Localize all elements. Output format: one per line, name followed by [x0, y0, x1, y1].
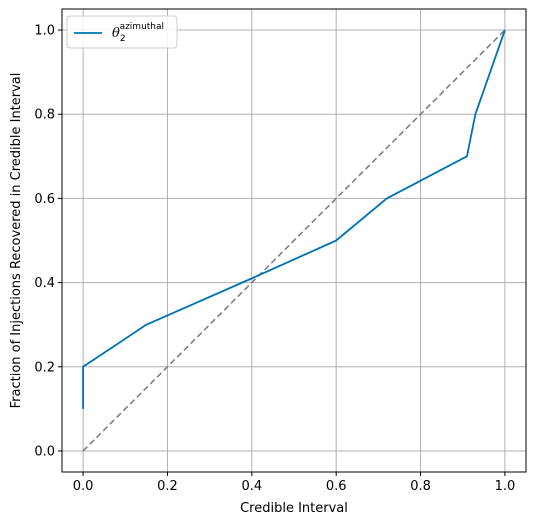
series-lines [82, 29, 506, 452]
legend-box [66, 15, 178, 49]
legend: θ2 azimuthal [66, 15, 178, 49]
legend-subscript: 2 [120, 34, 126, 44]
x-axis-label: Credible Interval [240, 501, 348, 516]
y-tick-label: 0.0 [34, 444, 55, 459]
y-tick-label: 0.8 [34, 108, 55, 123]
x-tick-label: 0.4 [241, 479, 262, 494]
legend-superscript: azimuthal [120, 22, 164, 32]
x-tick-label: 0.0 [73, 479, 94, 494]
x-tick-label: 1.0 [495, 479, 516, 494]
y-axis-label: Fraction of Injections Recovered in Cred… [9, 73, 24, 409]
plot-frame [61, 8, 527, 473]
x-tick-label: 0.8 [410, 479, 431, 494]
y-tick-label: 1.0 [34, 24, 55, 39]
y-tick-label: 0.4 [34, 276, 55, 291]
axis-ticks: 0.0 0.2 0.4 0.6 0.8 1.0 0.0 0.2 0.4 0.6 0.8 1.0 [34, 24, 515, 494]
y-tick-label: 0.2 [34, 360, 55, 375]
x-tick-label: 0.2 [157, 479, 178, 494]
legend-symbol: θ [112, 26, 120, 41]
series-line [82, 29, 506, 409]
x-tick-label: 0.6 [326, 479, 347, 494]
legend-label: θ2 azimuthal [112, 22, 164, 44]
y-tick-label: 0.6 [34, 192, 55, 207]
diagonal-reference-line [82, 29, 506, 452]
